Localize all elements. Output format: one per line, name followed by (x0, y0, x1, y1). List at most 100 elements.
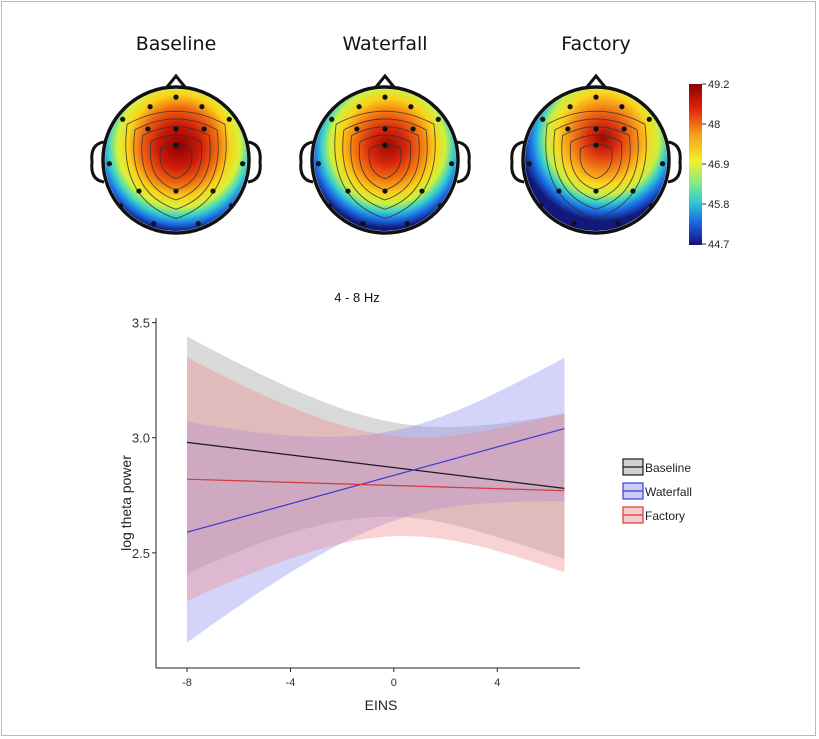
electrode-dot (593, 142, 599, 148)
y-axis-label: log theta power (118, 455, 134, 551)
topomap-factory (510, 73, 682, 235)
head-outline (521, 85, 671, 235)
contour-line (553, 118, 639, 210)
electrode-dot (120, 116, 126, 122)
electrode-dot (240, 161, 246, 167)
x-tick-label: -8 (182, 677, 192, 689)
electrode-dot (565, 126, 571, 132)
electrode-dot (345, 188, 351, 194)
electrode-dot (526, 161, 533, 167)
electrode-dot (646, 116, 652, 122)
electrode-dot (173, 188, 179, 194)
electrode-dot (449, 161, 455, 167)
electrode-dot (408, 104, 414, 110)
electrode-dot (326, 203, 333, 209)
electrode-dot (354, 126, 360, 132)
y-tick-label: 3.0 (132, 431, 150, 446)
head-outline (101, 85, 251, 235)
electrode-dot (382, 94, 388, 100)
electrode-dot (173, 142, 179, 148)
contour-line (358, 134, 412, 191)
left-ear (510, 140, 525, 184)
electrode-dot (201, 126, 207, 132)
electrode-dot (419, 188, 425, 194)
colorbar (689, 84, 702, 245)
series-line-waterfall (186, 427, 565, 533)
colorbar-tick-label: 49.2 (708, 79, 729, 91)
electrode-dot (567, 104, 573, 110)
electrode-dot (537, 203, 544, 209)
legend: Baseline Waterfall Factory (622, 458, 692, 524)
contour-line (561, 126, 631, 201)
colorbar-tick-label: 46.9 (708, 159, 729, 171)
electrode-dot (410, 126, 416, 132)
contour-line (569, 134, 623, 191)
contour-line (133, 118, 219, 210)
electrode-dot (173, 126, 179, 132)
confidence-band-waterfall (187, 357, 565, 643)
electrode-dot (173, 94, 179, 100)
electrode-dot (648, 203, 655, 209)
electrode-dot (147, 104, 153, 110)
confidence-bands (187, 336, 565, 643)
electrode-dot (615, 221, 621, 227)
electrode-dot (540, 116, 546, 122)
right-ear (456, 140, 471, 184)
left-ear (299, 140, 314, 184)
contour-line (334, 110, 436, 220)
topomap-surface (105, 89, 247, 231)
electrode-dot (621, 126, 627, 132)
electrode-dot (356, 104, 362, 110)
electrode-dot (437, 203, 444, 209)
right-ear (667, 140, 682, 184)
topomap-panel: 49.2 48 46.9 45.8 44.7 (90, 73, 729, 251)
topomap-waterfall (299, 73, 471, 235)
x-tick-label: -4 (286, 677, 296, 689)
electrode-dot (228, 203, 235, 209)
topomap-title-waterfall: Waterfall (342, 33, 428, 55)
series-line-baseline (186, 441, 565, 489)
electrode-dot (382, 188, 388, 194)
electrode-dot (210, 188, 216, 194)
electrode-dot (382, 142, 388, 148)
chart-title: 4 - 8 Hz (334, 290, 380, 305)
topomap-title-baseline: Baseline (135, 33, 217, 55)
left-ear (90, 140, 105, 184)
electrode-dot (199, 104, 205, 110)
x-tick-label: 4 (494, 677, 500, 689)
series-lines (186, 427, 565, 533)
y-tick-label: 2.5 (132, 546, 150, 561)
nose (374, 73, 396, 88)
axes: 2.5 3.0 3.5 -8 -4 0 4 (132, 316, 580, 689)
electrode-dot (571, 221, 577, 227)
contour-line (545, 110, 647, 220)
electrode-dot (593, 188, 599, 194)
colorbar-ticks: 49.2 48 46.9 45.8 44.7 (702, 79, 729, 251)
electrode-dot (329, 116, 335, 122)
electrode-dot (226, 116, 232, 122)
electrode-dot (195, 221, 201, 227)
electrode-dot (136, 188, 142, 194)
contour-line (125, 110, 227, 220)
contour-line (342, 118, 428, 210)
topomap-surface (314, 89, 456, 231)
electrode-dot (660, 161, 666, 167)
contour-line (149, 134, 203, 191)
legend-label-baseline: Baseline (645, 461, 691, 475)
electrode-dot (382, 126, 388, 132)
x-tick-label: 0 (391, 677, 397, 689)
y-tick-label: 3.5 (132, 316, 150, 331)
electrode-dot (145, 126, 151, 132)
electrode-dot (630, 188, 636, 194)
electrode-dot (435, 116, 441, 122)
colorbar-tick-label: 44.7 (708, 239, 729, 251)
nose (165, 73, 187, 88)
contour-line (141, 126, 211, 201)
electrode-dot (315, 161, 321, 167)
electrode-dot (106, 161, 112, 167)
nose (585, 73, 607, 88)
colorbar-tick-label: 48 (708, 119, 720, 131)
legend-label-waterfall: Waterfall (645, 485, 692, 499)
